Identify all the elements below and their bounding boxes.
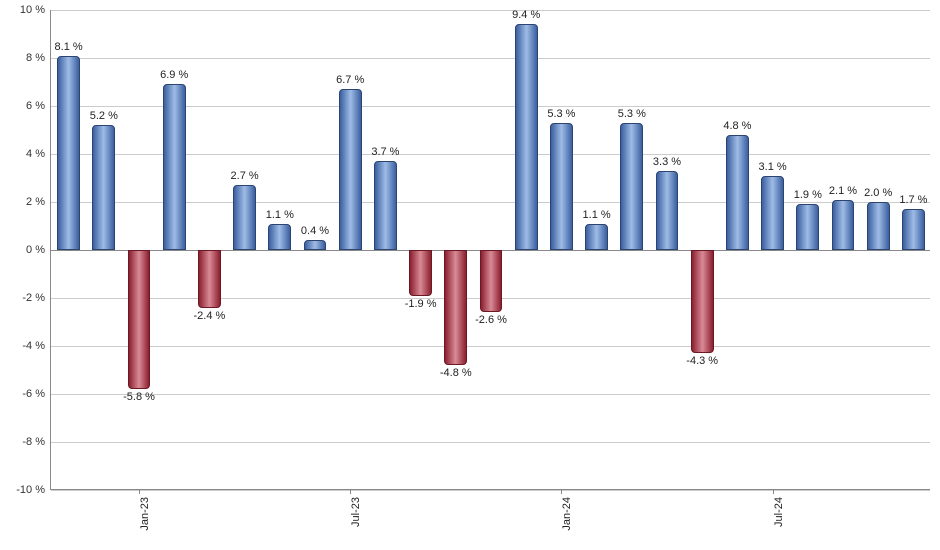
bar-value-label: 2.0 % [864, 187, 892, 199]
y-tick-label: 8 % [26, 52, 45, 64]
bar-value-label: 8.1 % [55, 41, 83, 53]
bar [796, 204, 819, 250]
bar-value-label: 3.1 % [759, 161, 787, 173]
bar [480, 250, 503, 312]
bar-value-label: 2.1 % [829, 185, 857, 197]
bar [57, 56, 80, 250]
bar [550, 123, 573, 250]
y-tick-label: -10 % [16, 484, 45, 496]
bar-value-label: 0.4 % [301, 225, 329, 237]
x-tick-label: Jul-23 [350, 497, 362, 527]
gridline [51, 346, 930, 347]
gridline [51, 394, 930, 395]
bar-value-label: 5.3 % [618, 108, 646, 120]
y-tick-label: -4 % [22, 340, 45, 352]
x-tick-mark [139, 489, 140, 494]
bar [832, 200, 855, 250]
bar-chart: -10 % -8 % -6 % -4 % -2 % 0 % 2 % 4 % 6 % 8 % 10 %… [0, 0, 940, 550]
bar [198, 250, 221, 308]
bar-value-label: -4.3 % [686, 355, 718, 367]
y-tick-label: 10 % [20, 4, 45, 16]
bar [339, 89, 362, 250]
bar [656, 171, 679, 250]
y-tick-label: 2 % [26, 196, 45, 208]
bar-value-label: 1.7 % [899, 194, 927, 206]
bar [726, 135, 749, 250]
bar [585, 224, 608, 250]
x-tick-mark [561, 489, 562, 494]
bar-value-label: 1.1 % [583, 209, 611, 221]
y-tick-label: 4 % [26, 148, 45, 160]
bar-value-label: 1.9 % [794, 189, 822, 201]
bar-value-label: -1.9 % [405, 298, 437, 310]
bar [444, 250, 467, 365]
bar [620, 123, 643, 250]
bar [409, 250, 432, 296]
bar-value-label: 5.2 % [90, 110, 118, 122]
bar [163, 84, 186, 250]
x-tick-mark [350, 489, 351, 494]
bar-value-label: -5.8 % [123, 391, 155, 403]
x-tick-label: Jul-24 [773, 497, 785, 527]
bar [304, 240, 327, 250]
gridline [51, 10, 930, 11]
bar-value-label: -2.6 % [475, 314, 507, 326]
x-tick-mark [773, 489, 774, 494]
bar [92, 125, 115, 250]
x-tick-label: Jan-24 [561, 497, 573, 531]
bar [268, 224, 291, 250]
y-tick-label: 0 % [26, 244, 45, 256]
bar-value-label: 6.7 % [336, 74, 364, 86]
y-tick-label: -8 % [22, 436, 45, 448]
bar [128, 250, 151, 389]
gridline [51, 58, 930, 59]
bar-value-label: 6.9 % [160, 69, 188, 81]
bar-value-label: 5.3 % [547, 108, 575, 120]
x-tick-label: Jan-23 [139, 497, 151, 531]
gridline [51, 490, 930, 491]
bar [761, 176, 784, 250]
bar-value-label: -4.8 % [440, 367, 472, 379]
y-tick-label: 6 % [26, 100, 45, 112]
y-tick-label: -6 % [22, 388, 45, 400]
plot-area: -10 %-8 %-6 %-4 %-2 %0 %2 %4 %6 %8 %10 %… [50, 10, 930, 490]
gridline [51, 442, 930, 443]
bar [233, 185, 256, 250]
bar [691, 250, 714, 353]
bar [515, 24, 538, 250]
bar-value-label: -2.4 % [193, 310, 225, 322]
bar [902, 209, 925, 250]
bar-value-label: 4.8 % [723, 120, 751, 132]
bar-value-label: 3.3 % [653, 156, 681, 168]
bar [867, 202, 890, 250]
bar-value-label: 3.7 % [371, 146, 399, 158]
bar-value-label: 1.1 % [266, 209, 294, 221]
bar-value-label: 2.7 % [231, 170, 259, 182]
y-tick-label: -2 % [22, 292, 45, 304]
bar [374, 161, 397, 250]
bar-value-label: 9.4 % [512, 9, 540, 21]
